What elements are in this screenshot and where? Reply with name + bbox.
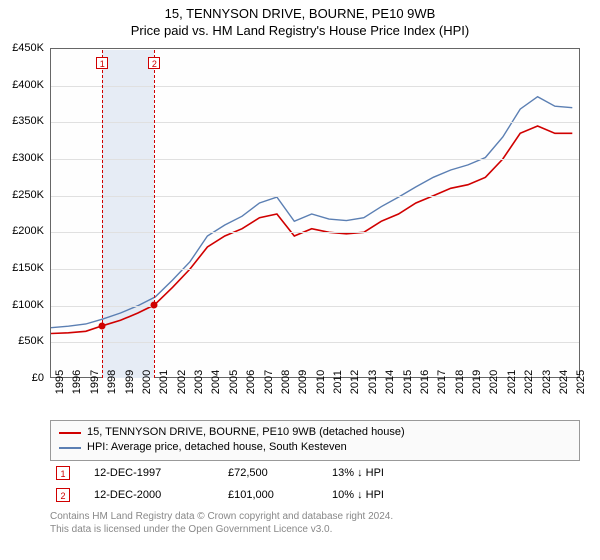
event-pct: 10% ↓ HPI	[332, 489, 442, 501]
y-tick-label: £0	[32, 372, 44, 384]
x-tick-label: 2010	[315, 370, 327, 394]
event-marker-box: 1	[56, 466, 70, 480]
gridline	[51, 86, 579, 87]
x-tick-label: 1999	[124, 370, 136, 394]
x-tick-label: 2015	[402, 370, 414, 394]
legend-row: HPI: Average price, detached house, Sout…	[59, 440, 571, 455]
event-pct: 13% ↓ HPI	[332, 467, 442, 479]
x-tick-label: 2013	[367, 370, 379, 394]
x-tick-label: 2012	[349, 370, 361, 394]
footer-line-1: Contains HM Land Registry data © Crown c…	[50, 510, 580, 523]
chart-container: 15, TENNYSON DRIVE, BOURNE, PE10 9WB Pri…	[0, 0, 600, 560]
y-tick-label: £150K	[12, 262, 44, 274]
series-property	[51, 126, 572, 334]
gridline	[51, 122, 579, 123]
gridline	[51, 342, 579, 343]
x-tick-label: 2007	[263, 370, 275, 394]
x-tick-label: 2014	[384, 370, 396, 394]
x-tick-label: 2017	[436, 370, 448, 394]
event-date: 12-DEC-1997	[94, 467, 204, 479]
event-price: £72,500	[228, 467, 308, 479]
y-tick-label: £100K	[12, 299, 44, 311]
y-tick-label: £300K	[12, 152, 44, 164]
sale-dot	[99, 322, 106, 329]
footer: Contains HM Land Registry data © Crown c…	[50, 510, 580, 536]
title-line-2: Price paid vs. HM Land Registry's House …	[0, 23, 600, 42]
x-tick-label: 2020	[488, 370, 500, 394]
event-price: £101,000	[228, 489, 308, 501]
x-tick-label: 2018	[454, 370, 466, 394]
y-tick-label: £250K	[12, 189, 44, 201]
gridline	[51, 232, 579, 233]
events-table: 1 12-DEC-1997 £72,500 13% ↓ HPI 2 12-DEC-2000…	[50, 462, 580, 506]
event-row: 2 12-DEC-2000 £101,000 10% ↓ HPI	[50, 484, 580, 506]
gridline	[51, 196, 579, 197]
x-tick-label: 2003	[193, 370, 205, 394]
gridline	[51, 269, 579, 270]
event-marker: 2	[148, 57, 160, 69]
x-tick-label: 2019	[471, 370, 483, 394]
series-hpi	[51, 97, 572, 328]
line-svg	[51, 49, 581, 379]
y-tick-label: £400K	[12, 79, 44, 91]
x-tick-label: 2023	[541, 370, 553, 394]
chart-area: 12 £0£50K£100K£150K£200K£250K£300K£350K£…	[50, 48, 580, 378]
x-tick-label: 2002	[176, 370, 188, 394]
y-tick-label: £450K	[12, 42, 44, 54]
x-tick-label: 2016	[419, 370, 431, 394]
gridline	[51, 159, 579, 160]
y-tick-label: £50K	[18, 335, 44, 347]
x-tick-label: 2004	[210, 370, 222, 394]
event-row: 1 12-DEC-1997 £72,500 13% ↓ HPI	[50, 462, 580, 484]
legend: 15, TENNYSON DRIVE, BOURNE, PE10 9WB (de…	[50, 420, 580, 461]
y-tick-label: £200K	[12, 225, 44, 237]
footer-line-2: This data is licensed under the Open Gov…	[50, 523, 580, 536]
legend-label: HPI: Average price, detached house, Sout…	[87, 440, 347, 455]
x-tick-label: 1996	[71, 370, 83, 394]
y-tick-label: £350K	[12, 115, 44, 127]
x-tick-label: 2024	[558, 370, 570, 394]
event-line	[154, 50, 155, 378]
event-date: 12-DEC-2000	[94, 489, 204, 501]
x-tick-label: 2006	[245, 370, 257, 394]
x-tick-label: 2021	[506, 370, 518, 394]
legend-label: 15, TENNYSON DRIVE, BOURNE, PE10 9WB (de…	[87, 425, 405, 440]
event-marker: 1	[96, 57, 108, 69]
x-tick-label: 1995	[54, 370, 66, 394]
legend-row: 15, TENNYSON DRIVE, BOURNE, PE10 9WB (de…	[59, 425, 571, 440]
x-tick-label: 2001	[158, 370, 170, 394]
x-tick-label: 2008	[280, 370, 292, 394]
plot-area: 12	[50, 48, 580, 378]
sale-dot	[151, 301, 158, 308]
x-tick-label: 2000	[141, 370, 153, 394]
x-tick-label: 1997	[89, 370, 101, 394]
legend-swatch	[59, 432, 81, 434]
title-line-1: 15, TENNYSON DRIVE, BOURNE, PE10 9WB	[0, 0, 600, 23]
x-tick-label: 2009	[297, 370, 309, 394]
legend-swatch	[59, 447, 81, 449]
x-tick-label: 1998	[106, 370, 118, 394]
x-tick-label: 2022	[523, 370, 535, 394]
x-tick-label: 2011	[332, 370, 344, 394]
x-tick-label: 2005	[228, 370, 240, 394]
x-tick-label: 2025	[575, 370, 587, 394]
event-marker-box: 2	[56, 488, 70, 502]
gridline	[51, 306, 579, 307]
